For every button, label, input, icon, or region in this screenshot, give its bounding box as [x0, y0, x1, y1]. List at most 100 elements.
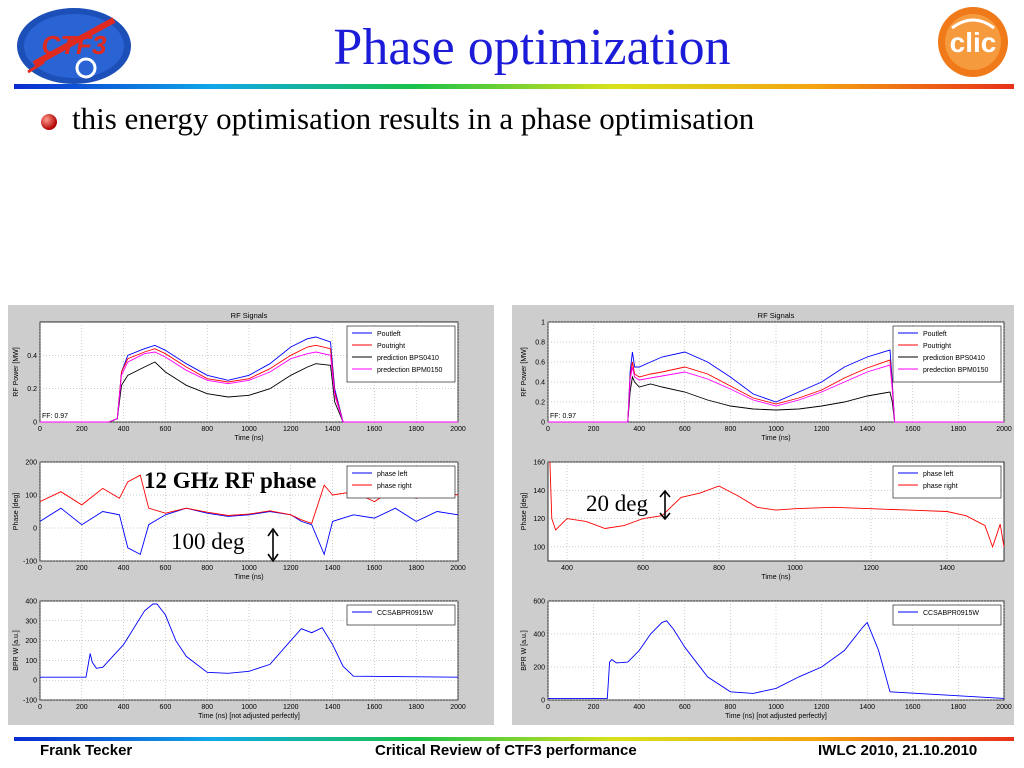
series-line	[549, 461, 1005, 549]
x-tick-label: 1000	[768, 426, 784, 433]
legend-label: Poutright	[923, 343, 951, 350]
chart-right-rf: 0 200 400 600 800 1000 1200 1400 1600 1800 2000 0 0.…	[521, 311, 1012, 442]
x-tick-label: 0	[38, 565, 42, 572]
y-tick-label: 160	[533, 460, 545, 467]
y-axis-label: BPR W [a.u.]	[13, 630, 20, 671]
y-axis-label: Phase [deg]	[521, 493, 528, 530]
y-tick-label: 100	[25, 658, 37, 665]
page-title: Phase optimization	[333, 19, 731, 76]
chart-annotation: FF: 0.97	[42, 413, 68, 420]
legend-label: prediction BPS0410	[377, 355, 439, 362]
x-tick-label: 800	[201, 426, 213, 433]
y-tick-label: 0.8	[535, 340, 545, 347]
legend-box	[346, 465, 456, 499]
x-tick-label: 1800	[408, 704, 424, 711]
title-divider	[14, 84, 1014, 89]
chart-title: RF Signals	[231, 311, 268, 320]
x-tick-label: 1000	[241, 704, 257, 711]
y-tick-label: 200	[533, 665, 545, 672]
x-tick-label: 1400	[859, 704, 875, 711]
x-tick-label: 1200	[283, 704, 299, 711]
chart-title: RF Signals	[758, 311, 795, 320]
svg-text:clic: clic	[950, 27, 997, 58]
x-tick-label: 2000	[450, 704, 466, 711]
y-tick-label: 200	[25, 638, 37, 645]
legend-label: CCSABPR0915W	[377, 610, 433, 617]
y-axis-label: BPR W [a.u.]	[521, 630, 528, 671]
series-line	[548, 359, 1004, 423]
legend-box	[346, 604, 456, 626]
legend-label: phase right	[377, 483, 412, 490]
series-line	[548, 364, 1004, 423]
series-line	[548, 620, 1005, 699]
x-tick-label: 1400	[325, 565, 341, 572]
ctf3-logo: CTF3	[14, 6, 132, 86]
series-line	[40, 361, 458, 423]
x-tick-label: 1800	[951, 426, 967, 433]
bullet-text: this energy optimisation results in a ph…	[72, 101, 755, 136]
chart-right-bpr: 0 200 400 600 800 1000 1200 1400 1600 1800 2000 0 20…	[521, 599, 1012, 721]
y-tick-label: 0	[541, 420, 545, 427]
series-line	[548, 349, 1004, 423]
x-axis-label: Time (ns)	[761, 435, 790, 442]
footer-divider	[14, 737, 1014, 741]
x-tick-label: 1600	[905, 704, 921, 711]
x-axis-label: Time (ns)	[234, 435, 263, 442]
footer-event: IWLC 2010, 21.10.2010	[818, 742, 978, 759]
deg20-arrow	[659, 489, 671, 521]
x-tick-label: 0	[38, 704, 42, 711]
legend-label: phase left	[923, 471, 953, 478]
y-tick-label: 140	[533, 488, 545, 495]
deg20-annotation: 20 deg	[586, 491, 648, 516]
right-figure: 0 200 400 600 800 1000 1200 1400 1600 1800 200000.…	[521, 311, 1012, 721]
legend-label: phase left	[377, 471, 407, 478]
x-tick-label: 400	[118, 704, 130, 711]
chart-left-phase: 0 200 400 600 800 1000 1200 1400 1600 1800 2000-10…	[13, 460, 466, 582]
x-tick-label: 800	[713, 565, 725, 572]
series-line	[40, 351, 458, 423]
y-tick-label: 0.4	[27, 353, 37, 360]
y-axis-label: RF Power [MW]	[521, 347, 528, 396]
x-tick-label: 400	[118, 426, 130, 433]
x-tick-label: 800	[725, 426, 737, 433]
y-tick-label: -100	[23, 559, 37, 566]
right-figure-panel: 0 200 400 600 800 1000 1200 1400 1600 1800 2000 0 0.…	[512, 305, 1014, 725]
x-tick-label: 1000	[768, 704, 784, 711]
x-tick-label: 800	[725, 704, 737, 711]
x-tick-label: 1600	[367, 426, 383, 433]
series-line	[40, 603, 459, 678]
x-tick-label: 200	[76, 426, 88, 433]
y-tick-label: 0.6	[535, 360, 545, 367]
y-tick-label: 400	[25, 599, 37, 606]
x-tick-label: 1000	[787, 565, 803, 572]
x-axis-label: Time (ns)	[761, 574, 790, 581]
x-tick-label: 1200	[283, 565, 299, 572]
x-tick-label: 1400	[939, 565, 955, 572]
y-axis-label: Phase [deg]	[13, 493, 20, 530]
y-tick-label: 0	[33, 678, 37, 685]
y-tick-label: 120	[533, 516, 545, 523]
y-tick-label: 0.2	[27, 386, 37, 393]
x-tick-label: 2000	[450, 426, 466, 433]
legend-label: predection BPM0150	[923, 367, 988, 374]
x-tick-label: 1400	[325, 426, 341, 433]
y-tick-label: 1	[541, 320, 545, 327]
x-tick-label: 1400	[859, 426, 875, 433]
legend-box	[346, 325, 456, 383]
x-tick-label: 1800	[408, 565, 424, 572]
footer-author: Frank Tecker	[40, 742, 133, 759]
x-tick-label: 1800	[951, 704, 967, 711]
x-tick-label: 2000	[450, 565, 466, 572]
footer-title: Critical Review of CTF3 performance	[375, 742, 637, 759]
y-tick-label: 300	[25, 618, 37, 625]
x-tick-label: 2000	[996, 426, 1012, 433]
chart-right-phase: 400 600 800 1000 1200 1400 100 120 140 160 Time (n…	[521, 460, 1005, 581]
x-axis-label: Time (ns) [not adjusted perfectly]	[198, 713, 300, 720]
x-tick-label: 800	[201, 565, 213, 572]
x-tick-label: 200	[76, 565, 88, 572]
left-figure-panel: 0 200 400 600 800 1000 1200 1400 1600 1800 2000 0 0.…	[8, 305, 494, 725]
x-tick-label: 400	[118, 565, 130, 572]
x-tick-label: 1600	[905, 426, 921, 433]
left-figure: 0 200 400 600 800 1000 1200 1400 1600 1800 200000.…	[13, 311, 466, 720]
legend-label: predection BPM0150	[377, 367, 442, 374]
